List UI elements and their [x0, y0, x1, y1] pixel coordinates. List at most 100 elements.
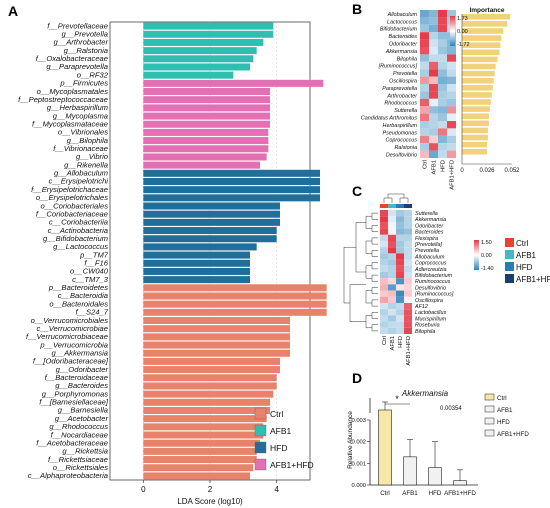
colorbar-min: -1.40: [481, 266, 494, 272]
x-tick-label: 4: [274, 485, 279, 494]
legend-swatch: [505, 238, 514, 247]
heatmap-cell: [380, 296, 388, 303]
lda-bar: [143, 202, 280, 210]
heatmap-cell: [380, 259, 388, 266]
legend-swatch: [254, 458, 267, 471]
heatmap-cell: [438, 76, 447, 84]
colorbar: [474, 240, 479, 270]
heatmap-cell: [429, 61, 438, 70]
heatmap-cell: [388, 234, 396, 241]
heatmap-cell: [429, 128, 438, 136]
taxon-label: g__Lactococcus: [53, 242, 108, 251]
heatmap-cell: [404, 253, 412, 260]
legend-swatch: [484, 393, 495, 401]
importance-bar: [462, 42, 501, 48]
heatmap-cell: [420, 24, 429, 33]
lda-bar: [143, 423, 264, 431]
lda-bar: [143, 128, 269, 136]
colorbar: [450, 16, 455, 46]
lda-bar: [143, 38, 264, 46]
taxon-label: g__Herbaspirillum: [47, 103, 108, 112]
importance-tick-label: 0.052: [504, 168, 520, 174]
row-label: Desulfovibrio: [415, 285, 446, 291]
taxon-label: g__Porphyromonas: [42, 389, 108, 398]
heatmap-cell: [447, 143, 456, 151]
lda-bar: [143, 161, 260, 169]
heatmap-cell: [429, 39, 438, 47]
heatmap-cell: [438, 24, 447, 33]
row-label: Bifidobacterium: [380, 27, 418, 33]
heatmap-cell: [447, 10, 456, 18]
taxon-label: f__Bacteroidaceae: [45, 373, 108, 382]
taxon-label: o__Rickettsiales: [53, 463, 108, 472]
lda-bar: [143, 96, 270, 104]
taxon-label: f__Coriobacteriaceae: [36, 209, 108, 218]
taxon-label: c__Coriobacteriia: [49, 218, 108, 227]
column-label: AFB1: [390, 336, 396, 351]
lda-bar: [143, 22, 274, 30]
heatmap-cell: [396, 296, 404, 303]
heatmap-cell: [380, 253, 388, 260]
lefse-lda-chart: f__Prevotellaceaeg__Prevotellag__Arthrob…: [18, 21, 327, 506]
heatmap-cell: [429, 113, 438, 121]
x-tick-label: HFD: [429, 490, 442, 497]
row-label: Allobaculum: [387, 12, 418, 18]
lda-bar: [143, 79, 324, 87]
heatmap-cell: [438, 106, 447, 114]
lda-bar: [143, 227, 277, 235]
clustered-heatmap: SutterellaAkkermansiaOdoribacterBacteroi…: [343, 193, 550, 366]
heatmap-cell: [388, 303, 396, 310]
heatmap-cell: [388, 284, 396, 291]
lda-bar: [143, 456, 257, 464]
group-annotation: [396, 204, 404, 208]
importance-bar: [462, 56, 498, 63]
taxon-label: o__CW040: [70, 267, 109, 276]
heatmap-cell: [396, 247, 404, 254]
lda-bar: [143, 137, 269, 145]
lda-bar: [143, 390, 274, 398]
heatmap-cell: [429, 84, 438, 92]
row-label: Akkermansia: [414, 217, 446, 223]
heatmap-cell: [447, 98, 456, 107]
heatmap-cell: [380, 222, 388, 229]
heatmap-cell: [420, 47, 429, 55]
heatmap-cell: [404, 265, 412, 272]
heatmap-cell: [404, 247, 412, 254]
heatmap-cell: [447, 76, 456, 84]
heatmap-cell: [404, 278, 412, 285]
importance-bar: [462, 85, 493, 91]
importance-bar: [462, 21, 508, 27]
lda-bar: [143, 398, 270, 406]
legend-label: HFD: [497, 419, 510, 426]
heatmap-cell: [404, 303, 412, 310]
heatmap-cell: [380, 228, 388, 235]
legend-label: Ctrl: [497, 395, 507, 402]
lda-bar: [143, 153, 267, 161]
row-label: Odoribacter: [415, 223, 443, 229]
taxon-label: c__Alphaproteobacteria: [28, 471, 108, 480]
legend-label: HFD: [516, 263, 533, 272]
row-label: Mucispirillum: [415, 316, 447, 322]
lda-bar: [143, 63, 250, 71]
bar: [378, 409, 392, 486]
lda-bar: [143, 292, 327, 300]
row-label: Coprococcus: [386, 138, 418, 144]
taxon-label: g__Paraprevotella: [46, 62, 108, 71]
legend-label: AFB1+HFD: [516, 275, 550, 284]
legend-label: Ctrl: [270, 409, 283, 419]
heatmap-cell: [420, 113, 429, 121]
lda-bar: [143, 243, 257, 251]
heatmap-cell: [438, 98, 447, 107]
lda-bar: [143, 218, 280, 226]
taxon-label: g__Bilophila: [67, 136, 108, 145]
lda-bar: [143, 259, 250, 267]
lda-bar: [143, 300, 327, 308]
heatmap-cell: [420, 98, 429, 107]
row-label: Akkermansia: [385, 49, 417, 55]
column-label: AFB1: [432, 160, 438, 175]
chart-title: Akkermansia: [401, 389, 449, 398]
group-annotation: [380, 204, 388, 208]
legend-swatch: [484, 417, 495, 425]
lda-bar: [143, 71, 234, 79]
taxon-label: g__Rhodococcus: [49, 422, 108, 431]
